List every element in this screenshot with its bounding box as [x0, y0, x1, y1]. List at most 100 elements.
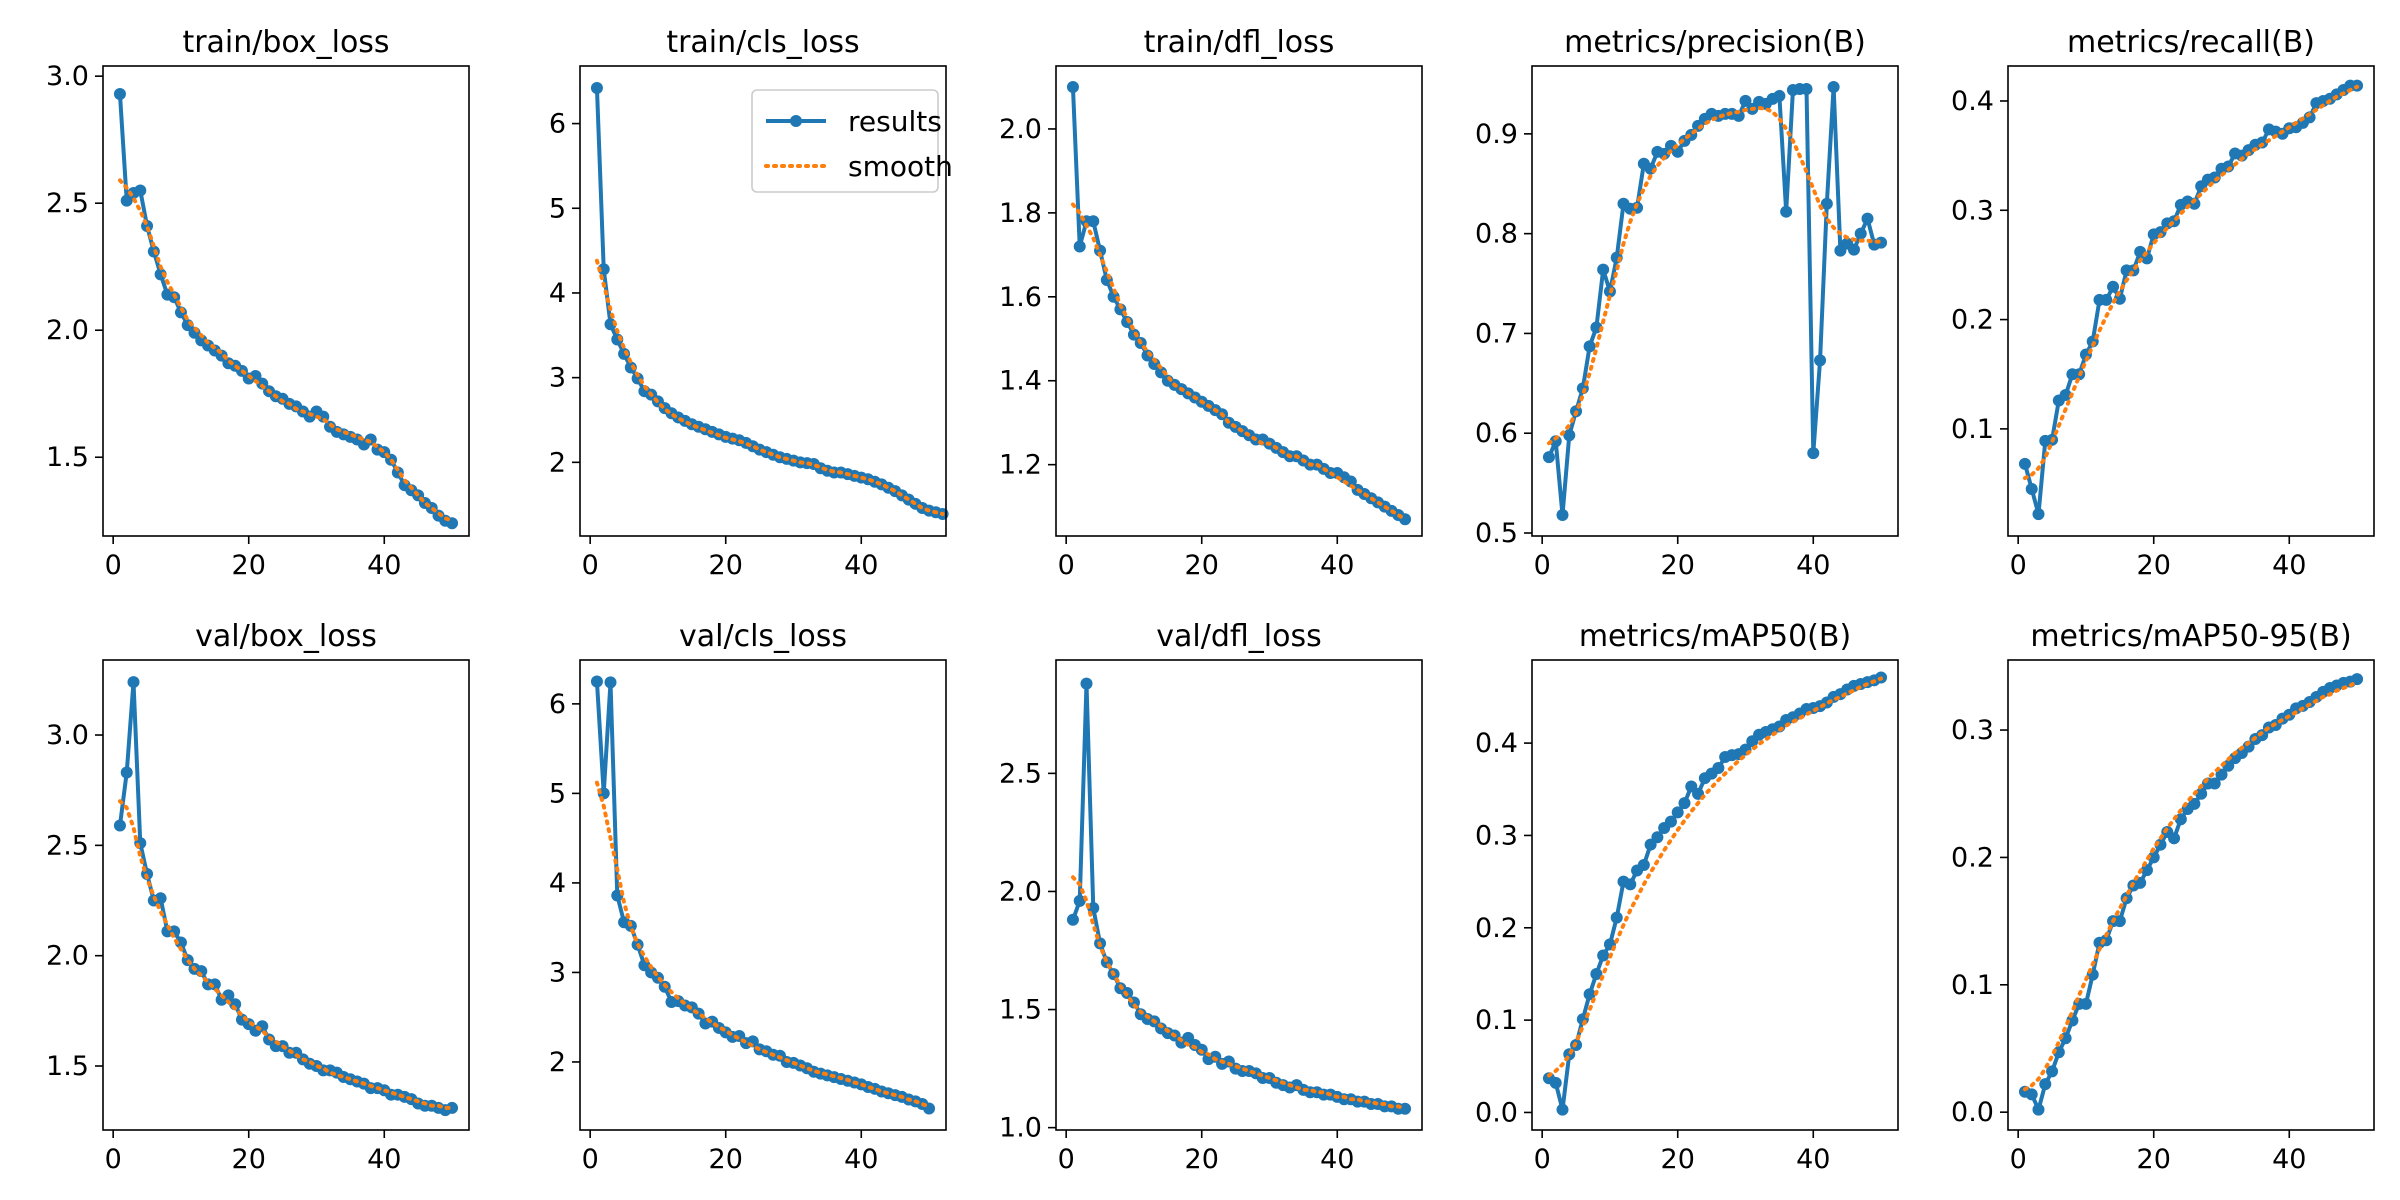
x-tick-label: 0	[2010, 1144, 2027, 1175]
y-tick-label: 1.5	[46, 1051, 89, 1082]
y-tick-label: 1.5	[46, 442, 89, 473]
series-line-results	[1071, 681, 1406, 1111]
data-point-results	[2032, 508, 2045, 521]
series-line-smooth	[117, 799, 455, 1110]
x-tick-label: 0	[582, 1144, 599, 1175]
panel-title: metrics/precision(B)	[1564, 25, 1866, 60]
axes-frame	[1055, 65, 1423, 537]
y-tick-label: 0.6	[1475, 418, 1518, 449]
data-point-results	[113, 87, 126, 100]
data-point-results	[1597, 263, 1610, 276]
data-point-results	[2107, 280, 2120, 293]
data-point-results	[154, 892, 167, 905]
y-tick-label: 4	[549, 868, 566, 899]
data-point-results	[1854, 227, 1867, 240]
series-line-smooth	[1546, 105, 1884, 446]
x-tick-label: 40	[367, 1144, 401, 1175]
x-tick-label: 20	[232, 550, 266, 581]
series-line-results	[1547, 84, 1882, 518]
x-tick-label: 20	[232, 1144, 266, 1175]
data-point-results	[174, 936, 187, 949]
x-tick-label: 0	[105, 550, 122, 581]
data-point-results	[1610, 911, 1623, 924]
y-tick-label: 2.0	[46, 941, 89, 972]
x-tick-label: 40	[367, 550, 401, 581]
series-line-smooth	[594, 780, 932, 1109]
y-tick-label: 1.8	[999, 198, 1042, 229]
data-point-results	[597, 263, 610, 276]
data-point-results	[134, 184, 147, 197]
series-line-smooth	[2022, 84, 2360, 481]
data-point-results	[1671, 806, 1684, 819]
panel-val-dfl-loss: val/dfl_loss 0 20 40 1.0 1.5 2.0 2.5	[999, 619, 1423, 1175]
data-point-results	[1637, 858, 1650, 871]
y-tick-label: 0.1	[1951, 970, 1994, 1001]
data-point-results	[1597, 949, 1610, 962]
y-tick-label: 4	[549, 278, 566, 309]
x-tick-label: 40	[1320, 550, 1354, 581]
legend: results smooth	[751, 89, 953, 193]
data-point-results	[2032, 1103, 2045, 1116]
data-point-results	[1800, 82, 1813, 95]
y-tick-label: 3	[549, 957, 566, 988]
y-tick-label: 5	[549, 778, 566, 809]
data-point-results	[1583, 988, 1596, 1001]
panel-val-cls-loss: val/cls_loss 0 20 40 2 3 4 5 6	[549, 619, 947, 1175]
y-tick-label: 2	[549, 1047, 566, 1078]
panel-metrics-recall-b: metrics/recall(B) 0 20 40 0.1 0.2 0.3 0.4	[1951, 25, 2375, 581]
data-point-results	[1861, 212, 1874, 225]
data-point-results	[1624, 878, 1637, 891]
series-line-smooth	[1070, 202, 1408, 522]
data-point-results	[624, 361, 637, 374]
y-tick-label: 0.3	[1475, 820, 1518, 851]
panel-train-cls-loss: train/cls_loss 0 20 40 2 3 4 5 6 results smooth	[549, 25, 953, 581]
data-point-results	[2188, 797, 2201, 810]
x-tick-label: 20	[709, 550, 743, 581]
data-point-results	[1807, 447, 1820, 460]
data-point-results	[1820, 197, 1833, 210]
y-tick-label: 0.1	[1951, 414, 1994, 445]
series-line-smooth	[594, 258, 945, 516]
y-tick-label: 0.7	[1475, 318, 1518, 349]
y-tick-label: 2.5	[46, 830, 89, 861]
data-point-results	[1542, 451, 1555, 464]
data-point-results	[1556, 509, 1569, 522]
y-tick-label: 2.0	[999, 876, 1042, 907]
panel-title: metrics/mAP50-95(B)	[2030, 619, 2351, 654]
panel-title: val/cls_loss	[679, 619, 847, 654]
data-point-results	[1087, 215, 1100, 228]
data-point-results	[1780, 205, 1793, 218]
data-point-results	[1712, 762, 1725, 775]
panel-metrics-map50-b: metrics/mAP50(B) 0 20 40 0.0 0.1 0.2 0.3 0.4	[1475, 619, 1899, 1175]
panel-title: train/dfl_loss	[1144, 25, 1335, 60]
data-point-results	[1066, 80, 1079, 93]
x-tick-label: 0	[2010, 550, 2027, 581]
y-tick-label: 0.2	[1475, 913, 1518, 944]
axes-frame	[1531, 659, 1899, 1131]
x-tick-label: 40	[1796, 550, 1830, 581]
y-tick-label: 2.0	[46, 315, 89, 346]
legend-marker-results	[790, 115, 802, 127]
y-tick-label: 1.6	[999, 282, 1042, 313]
series-line-smooth	[2022, 679, 2360, 1092]
x-tick-label: 20	[2137, 1144, 2171, 1175]
y-tick-label: 3	[549, 363, 566, 394]
y-tick-label: 0.1	[1475, 1005, 1518, 1036]
panel-metrics-map50-95-b: metrics/mAP50-95(B) 0 20 40 0.0 0.1 0.2 0.3	[1951, 619, 2375, 1175]
x-tick-label: 0	[1534, 1144, 1551, 1175]
x-tick-label: 20	[1661, 550, 1695, 581]
data-point-results	[222, 989, 235, 1002]
data-point-results	[1678, 797, 1691, 810]
data-point-results	[2025, 483, 2038, 495]
data-point-results	[2113, 915, 2126, 928]
data-point-results	[1073, 894, 1086, 907]
series-line-results	[1547, 675, 1882, 1112]
data-point-results	[1399, 1102, 1412, 1115]
series-line-results	[2023, 83, 2358, 517]
data-point-results	[1590, 967, 1603, 980]
data-point-results	[2059, 389, 2072, 401]
data-point-results	[446, 1101, 459, 1114]
data-point-results	[1875, 236, 1888, 249]
data-point-results	[2351, 673, 2364, 686]
data-point-results	[1773, 89, 1786, 102]
